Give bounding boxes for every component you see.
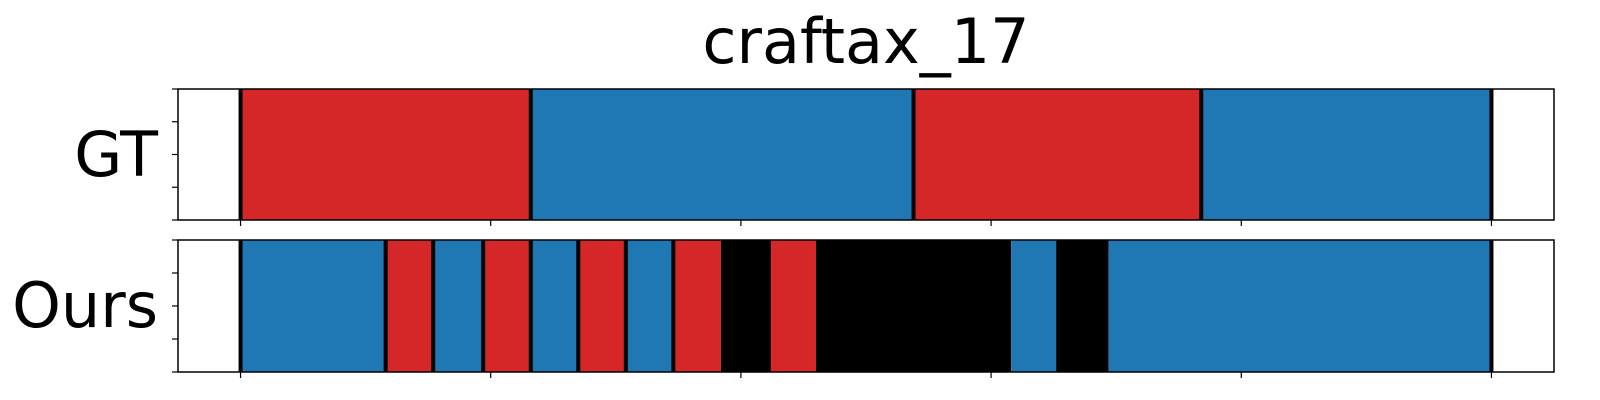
- segment-blue: [530, 240, 579, 372]
- segment-red: [578, 240, 626, 372]
- segment-blue: [240, 240, 386, 372]
- segment-red: [770, 240, 816, 372]
- segment-blue: [1011, 240, 1057, 372]
- row-1-panel: Ours: [12, 239, 1555, 378]
- segment-black: [720, 240, 771, 372]
- segment-blue: [433, 240, 484, 372]
- segment-red: [385, 240, 434, 372]
- row-label: GT: [74, 118, 159, 191]
- segment-red: [240, 89, 531, 220]
- rows-layer: GT Ours: [12, 88, 1555, 378]
- row-0-panel: GT: [74, 88, 1555, 226]
- segment-blue: [625, 240, 674, 372]
- chart-title: craftax_17: [702, 5, 1029, 78]
- segment-blue: [1108, 240, 1492, 372]
- segment-red: [673, 240, 721, 372]
- segment-black: [815, 240, 1012, 372]
- segment-blue: [530, 89, 914, 220]
- segment-red: [913, 89, 1202, 220]
- row-label: Ours: [12, 269, 158, 342]
- segment-black: [1056, 240, 1109, 372]
- segment-blue: [1201, 89, 1492, 220]
- segment-red: [483, 240, 531, 372]
